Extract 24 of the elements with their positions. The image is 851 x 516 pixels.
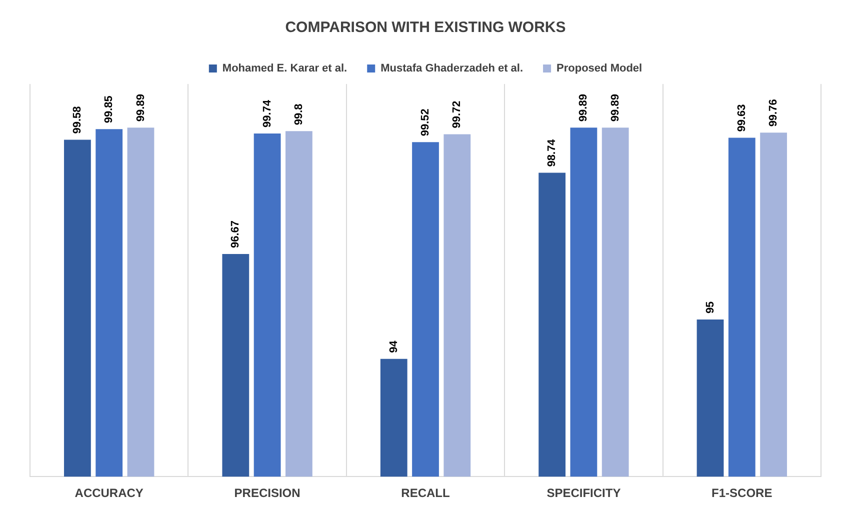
x-tick-label: ACCURACY [74, 486, 144, 500]
chart-title: COMPARISON WITH EXISTING WORKS [285, 19, 566, 36]
data-label: 99.89 [134, 94, 147, 122]
data-label: 99.8 [292, 104, 305, 126]
data-label: 96.67 [230, 220, 242, 248]
data-label: 95 [704, 301, 716, 314]
data-label: 99.74 [261, 99, 274, 128]
data-label: 99.52 [420, 108, 432, 136]
x-tick-label: RECALL [401, 486, 450, 500]
x-tick-label: F1-SCORE [712, 486, 772, 500]
legend-label: Mohamed E. Karar et al. [222, 62, 348, 75]
x-tick-label: SPECIFICITY [546, 486, 621, 500]
data-label: 94 [388, 340, 400, 353]
data-label: 99.63 [736, 104, 748, 132]
data-label: 98.74 [546, 138, 558, 167]
x-tick-label: PRECISION [234, 486, 300, 500]
data-label: 99.85 [103, 96, 116, 124]
data-label: 99.76 [768, 99, 780, 127]
data-label: 99.89 [578, 94, 590, 122]
data-label: 99.72 [451, 100, 464, 128]
legend-label: Mustafa Ghaderzadeh et al. [380, 62, 524, 75]
data-label: 99.58 [71, 106, 84, 134]
data-label: 99.89 [609, 94, 622, 122]
legend-label: Proposed Model [556, 62, 642, 75]
